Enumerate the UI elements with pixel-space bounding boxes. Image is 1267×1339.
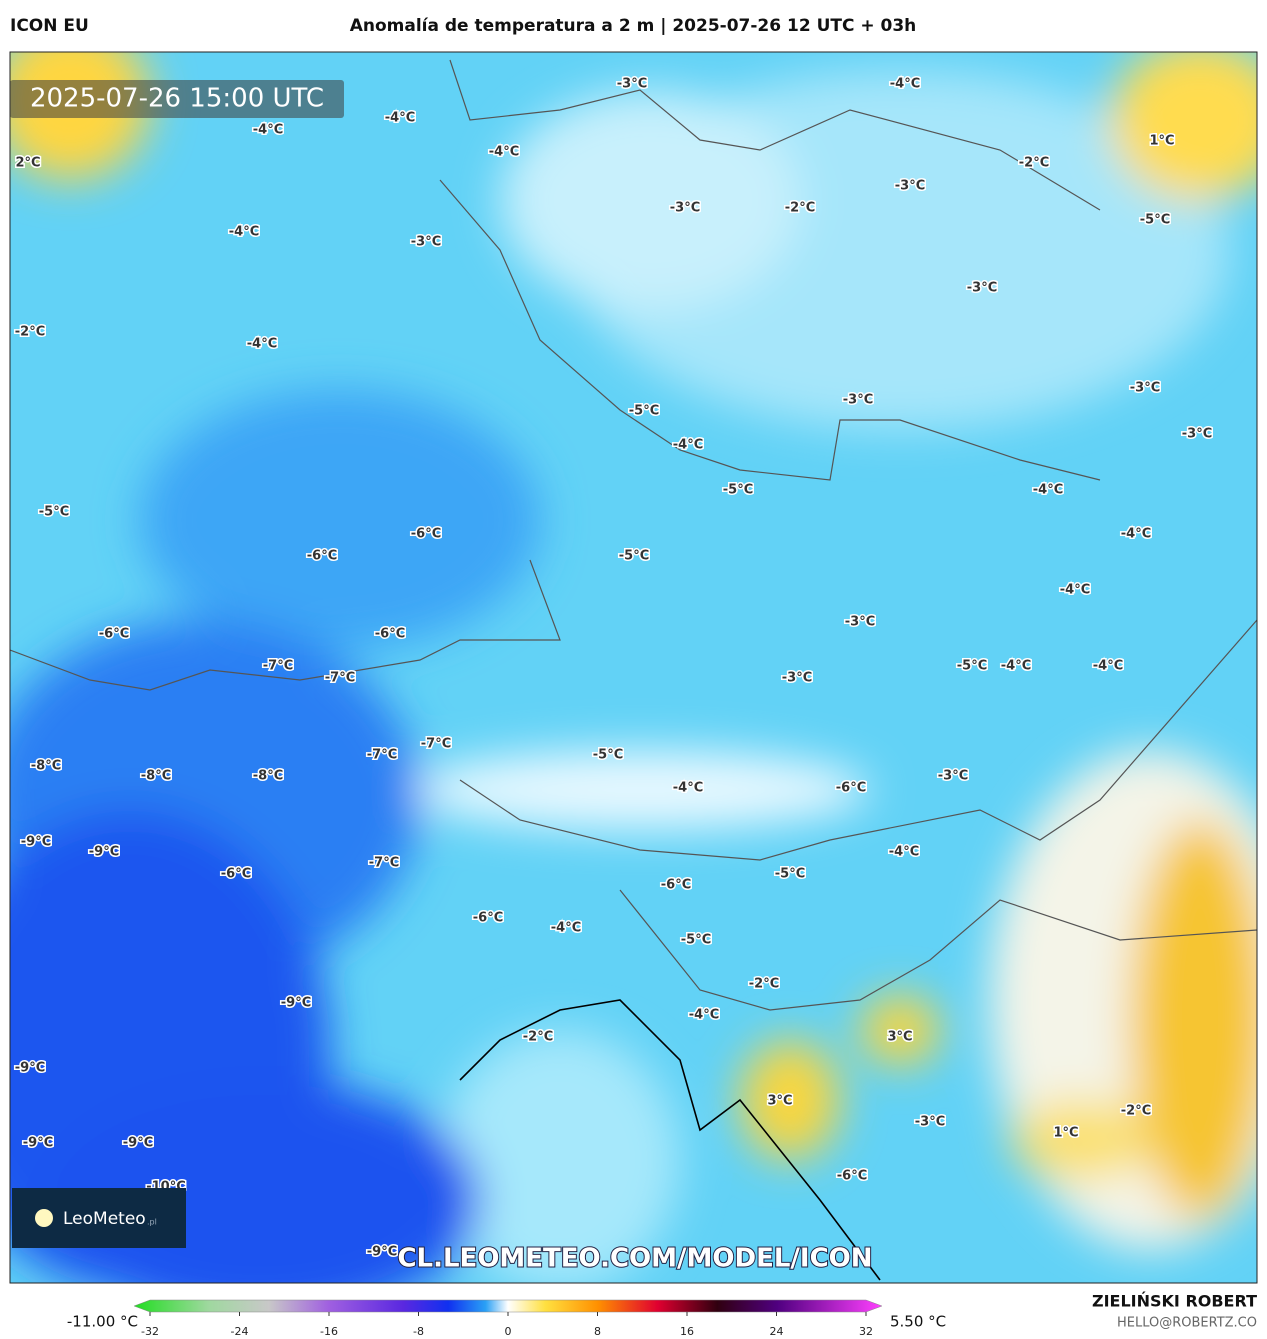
colorbar-min: -11.00 °C [67,1313,138,1331]
temperature-label: -4°C [1033,483,1063,498]
temperature-label: -8°C [253,769,283,784]
timestamp: 2025-07-26 15:00 UTC [30,84,324,114]
temperature-label: -2°C [749,977,779,992]
temperature-label: -9°C [367,1245,397,1260]
temperature-label: -3°C [938,769,968,784]
temperature-label: -5°C [39,505,69,520]
temperature-label: -3°C [845,615,875,630]
temperature-label: -9°C [89,845,119,860]
temperature-label: -9°C [23,1136,53,1151]
temperature-label: -9°C [123,1136,153,1151]
temperature-label: -2°C [523,1030,553,1045]
temperature-label: -9°C [281,996,311,1011]
temperature-label: -6°C [375,627,405,642]
colorbar-tick-label: -8 [413,1325,424,1338]
temperature-label: -2°C [1019,156,1049,171]
timestamp-box [10,80,344,118]
temperature-label: 3°C [767,1094,792,1109]
temperature-label: -4°C [489,145,519,160]
temperature-label: -2°C [1121,1104,1151,1119]
watermark: CL.LEOMETEO.COM/MODEL/ICON [397,1244,872,1274]
temperature-label: -7°C [369,856,399,871]
temperature-label: 1°C [1149,134,1174,149]
temperature-label: -4°C [551,921,581,936]
colorbar [133,1299,883,1313]
map-labels: -3°C -4°C -4°C -4°C 2°C -4°C 1°C -2°C -3°C -3°C -2… [13,75,1213,1261]
temperature-label: 1°C [1053,1126,1078,1141]
temperature-label: -5°C [957,659,987,674]
logo-sun [35,1209,53,1227]
temperature-label: -3°C [1130,381,1160,396]
temperature-label: -4°C [890,77,920,92]
temperature-label: -3°C [411,235,441,250]
author-email: HELLO@ROBERTZ.CO [1117,1316,1257,1331]
temperature-label: -3°C [670,201,700,216]
temperature-label: -6°C [221,867,251,882]
temperature-label: -4°C [1060,583,1090,598]
temperature-label: -5°C [723,483,753,498]
model-name: ICON EU [10,16,89,36]
temperature-label: -3°C [895,179,925,194]
temperature-label: 3°C [887,1030,912,1045]
temperature-label: -4°C [247,337,277,352]
temperature-label: -9°C [21,835,51,850]
temperature-label: -4°C [229,225,259,240]
colorbar-max: 5.50 °C [890,1313,946,1331]
temperature-label: -4°C [385,111,415,126]
temperature-label: -3°C [915,1115,945,1130]
temperature-label: -6°C [473,911,503,926]
temperature-label: -9°C [15,1061,45,1076]
colorbar-ticks: -32 -24 -16 -8 0 8 16 24 32 [141,1312,873,1338]
temperature-label: -4°C [253,123,283,138]
temperature-label: -3°C [617,77,647,92]
temperature-label: -4°C [689,1008,719,1023]
temperature-label: -6°C [661,878,691,893]
temperature-label: -4°C [1121,527,1151,542]
temperature-label: -5°C [681,933,711,948]
temperature-label: -5°C [775,867,805,882]
temperature-label: 2°C [15,156,40,171]
temperature-label: -4°C [673,438,703,453]
temperature-label: -2°C [785,201,815,216]
temperature-label: -3°C [967,281,997,296]
temperature-label: -3°C [843,393,873,408]
colorbar-tick-label: -16 [320,1325,338,1338]
temperature-label: -4°C [889,845,919,860]
logo-text: LeoMeteo [63,1209,146,1229]
colorbar-tick-label: 16 [680,1325,694,1338]
colorbar-tick-label: -24 [231,1325,249,1338]
temperature-label: -2°C [15,325,45,340]
colorbar-tick-label: 32 [859,1325,873,1338]
temperature-label: -5°C [619,549,649,564]
temperature-label: -6°C [837,1169,867,1184]
temperature-label: -5°C [593,748,623,763]
temperature-label: -6°C [411,527,441,542]
temperature-label: -7°C [421,737,451,752]
colorbar-tick-label: 8 [594,1325,601,1338]
colorbar-tick-label: 24 [770,1325,784,1338]
temperature-label: -8°C [141,769,171,784]
temperature-label: -6°C [836,781,866,796]
temperature-label: -5°C [629,404,659,419]
temperature-label: -7°C [325,671,355,686]
temperature-label: -6°C [99,627,129,642]
colorbar-tick-label: -32 [141,1325,159,1338]
temperature-label: -4°C [1001,659,1031,674]
colorbar-tick-label: 0 [505,1325,512,1338]
temperature-label: -7°C [263,659,293,674]
temperature-label: -8°C [31,759,61,774]
temperature-label: -5°C [1140,213,1170,228]
temperature-label: -4°C [1093,659,1123,674]
logo-suffix: .pl [147,1218,157,1227]
temperature-label: -7°C [367,748,397,763]
temperature-label: -3°C [1182,427,1212,442]
temperature-label: -4°C [673,781,703,796]
map-frame [9,51,1258,1284]
temperature-label: -3°C [782,671,812,686]
author: ZIELIŃSKI ROBERT [1092,1292,1257,1311]
temperature-label: -6°C [307,549,337,564]
map-title: Anomalía de temperatura a 2 m | 2025-07-… [350,16,917,36]
